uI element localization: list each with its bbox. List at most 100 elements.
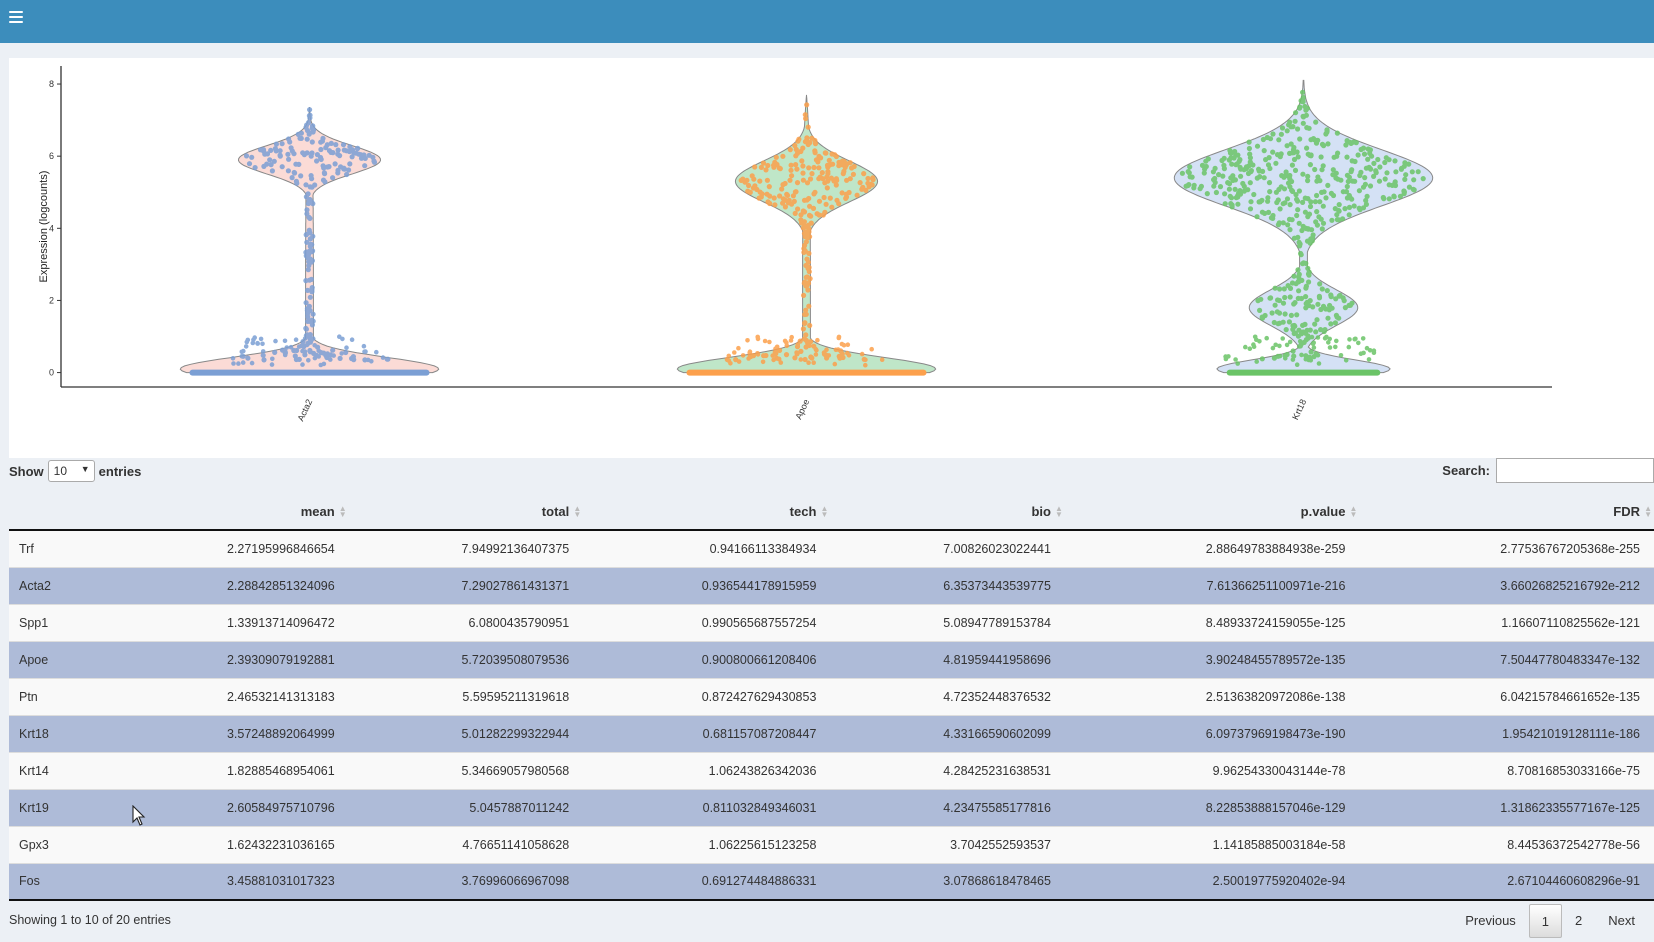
data-point <box>1313 119 1319 125</box>
data-point <box>1346 174 1352 180</box>
data-point <box>1334 314 1340 320</box>
data-point <box>794 180 801 186</box>
value-cell: 5.01282299322944 <box>348 714 584 752</box>
data-point <box>1312 137 1318 143</box>
column-header-mean[interactable]: mean ▲ ▼ <box>138 494 349 531</box>
table-row[interactable]: Ptn 2.46532141313183 5.59595211319618 0.872… <box>9 677 1654 715</box>
data-point <box>1204 191 1210 197</box>
data-point <box>1247 151 1253 157</box>
data-point <box>349 337 355 343</box>
data-point <box>1277 206 1283 212</box>
data-point <box>356 151 362 157</box>
column-header-FDR[interactable]: FDR ▲ ▼ <box>1359 494 1654 531</box>
table-row[interactable]: Krt18 3.57248892064999 5.01282299322944 0.6… <box>9 714 1654 752</box>
value-cell: 0.811032849346031 <box>583 788 831 826</box>
data-point <box>758 164 765 170</box>
value-cell: 6.0800435790951 <box>348 603 584 641</box>
data-point <box>268 162 274 168</box>
data-point <box>749 173 755 179</box>
column-header-p-value[interactable]: p.value ▲ ▼ <box>1064 494 1360 531</box>
data-point <box>802 320 808 326</box>
previous-button[interactable]: Previous <box>1465 913 1516 928</box>
data-point <box>307 230 313 236</box>
data-point <box>803 115 809 122</box>
entries-select[interactable]: 10 ▼ <box>47 460 95 482</box>
column-header-gene[interactable] <box>9 494 139 531</box>
data-point <box>1280 220 1286 226</box>
data-point <box>869 346 874 352</box>
data-point <box>1345 178 1351 185</box>
data-point <box>754 186 760 193</box>
table-row[interactable]: Fos 3.45881031017323 3.76996066967098 0.691… <box>9 862 1654 901</box>
data-point <box>800 163 806 169</box>
table-row[interactable]: Spp1 1.33913714096472 6.0800435790951 0.990… <box>9 603 1654 641</box>
data-point <box>1305 178 1311 184</box>
data-point <box>1382 159 1388 166</box>
data-point <box>1349 167 1355 173</box>
data-point <box>1233 357 1238 362</box>
data-point <box>1391 193 1397 199</box>
data-point <box>307 107 313 113</box>
next-button[interactable]: Next <box>1608 913 1635 928</box>
data-point <box>1344 154 1350 160</box>
table-row[interactable]: Trf 2.27195996846654 7.94992136407375 0.941… <box>9 529 1654 567</box>
sort-icon: ▲ ▼ <box>1644 504 1652 519</box>
value-cell: 5.34669057980568 <box>348 751 584 789</box>
data-point <box>806 360 811 366</box>
data-point <box>1303 356 1309 362</box>
data-point <box>269 362 275 367</box>
data-point <box>325 352 330 357</box>
data-point <box>1296 239 1302 245</box>
data-point <box>802 311 808 318</box>
value-cell: 0.990565687557254 <box>583 603 831 641</box>
data-point <box>1258 296 1264 302</box>
data-point <box>813 157 820 163</box>
column-header-total[interactable]: total ▲ ▼ <box>348 494 584 531</box>
data-point <box>1401 191 1407 197</box>
data-point <box>1296 344 1302 349</box>
page-button-2[interactable]: 2 <box>1575 913 1583 928</box>
column-header-tech[interactable]: tech ▲ ▼ <box>583 494 831 531</box>
y-tick-label: 2 <box>49 295 54 305</box>
data-point <box>833 176 840 182</box>
data-point <box>344 171 350 178</box>
data-point <box>1393 169 1399 175</box>
data-point <box>1292 167 1299 173</box>
data-point <box>1238 173 1244 179</box>
data-point <box>1235 201 1241 207</box>
data-point <box>793 153 799 159</box>
column-header-bio[interactable]: bio ▲ ▼ <box>830 494 1065 531</box>
table-row[interactable]: Acta2 2.28842851324096 7.29027861431371 0.9… <box>9 566 1654 604</box>
table-row[interactable]: Apoe 2.39309079192881 5.72039508079536 0.90… <box>9 640 1654 678</box>
table-row[interactable]: Krt19 2.60584975710796 5.0457887011242 0.81… <box>9 788 1654 826</box>
page-button-1[interactable]: 1 <box>1528 904 1563 938</box>
data-point <box>804 281 810 287</box>
table-row[interactable]: Krt14 1.82885468954061 5.34669057980568 1.0… <box>9 751 1654 789</box>
data-point <box>1333 296 1339 302</box>
data-point <box>1217 184 1224 190</box>
data-point <box>1290 323 1296 329</box>
data-point <box>1282 200 1288 206</box>
data-point <box>340 336 345 342</box>
table-row[interactable]: Gpx3 1.62432231036165 4.76651141058628 1.06… <box>9 825 1654 863</box>
data-point <box>1254 214 1260 220</box>
data-point <box>1364 193 1370 199</box>
data-point <box>269 168 275 174</box>
data-point <box>830 161 836 167</box>
hamburger-menu-icon[interactable] <box>9 11 23 25</box>
data-point <box>1279 125 1286 131</box>
data-point <box>1267 189 1273 195</box>
search-input[interactable] <box>1496 458 1654 483</box>
data-point <box>1324 288 1330 294</box>
data-point <box>1210 169 1216 175</box>
data-point <box>1283 356 1288 361</box>
data-point <box>295 131 301 137</box>
data-point <box>1288 312 1294 318</box>
sort-icon: ▲ ▼ <box>1055 504 1063 519</box>
data-point <box>249 360 255 366</box>
data-point <box>1328 294 1334 300</box>
data-point <box>296 356 302 362</box>
data-point <box>800 170 806 176</box>
data-point <box>1333 344 1338 350</box>
data-point <box>823 201 829 207</box>
